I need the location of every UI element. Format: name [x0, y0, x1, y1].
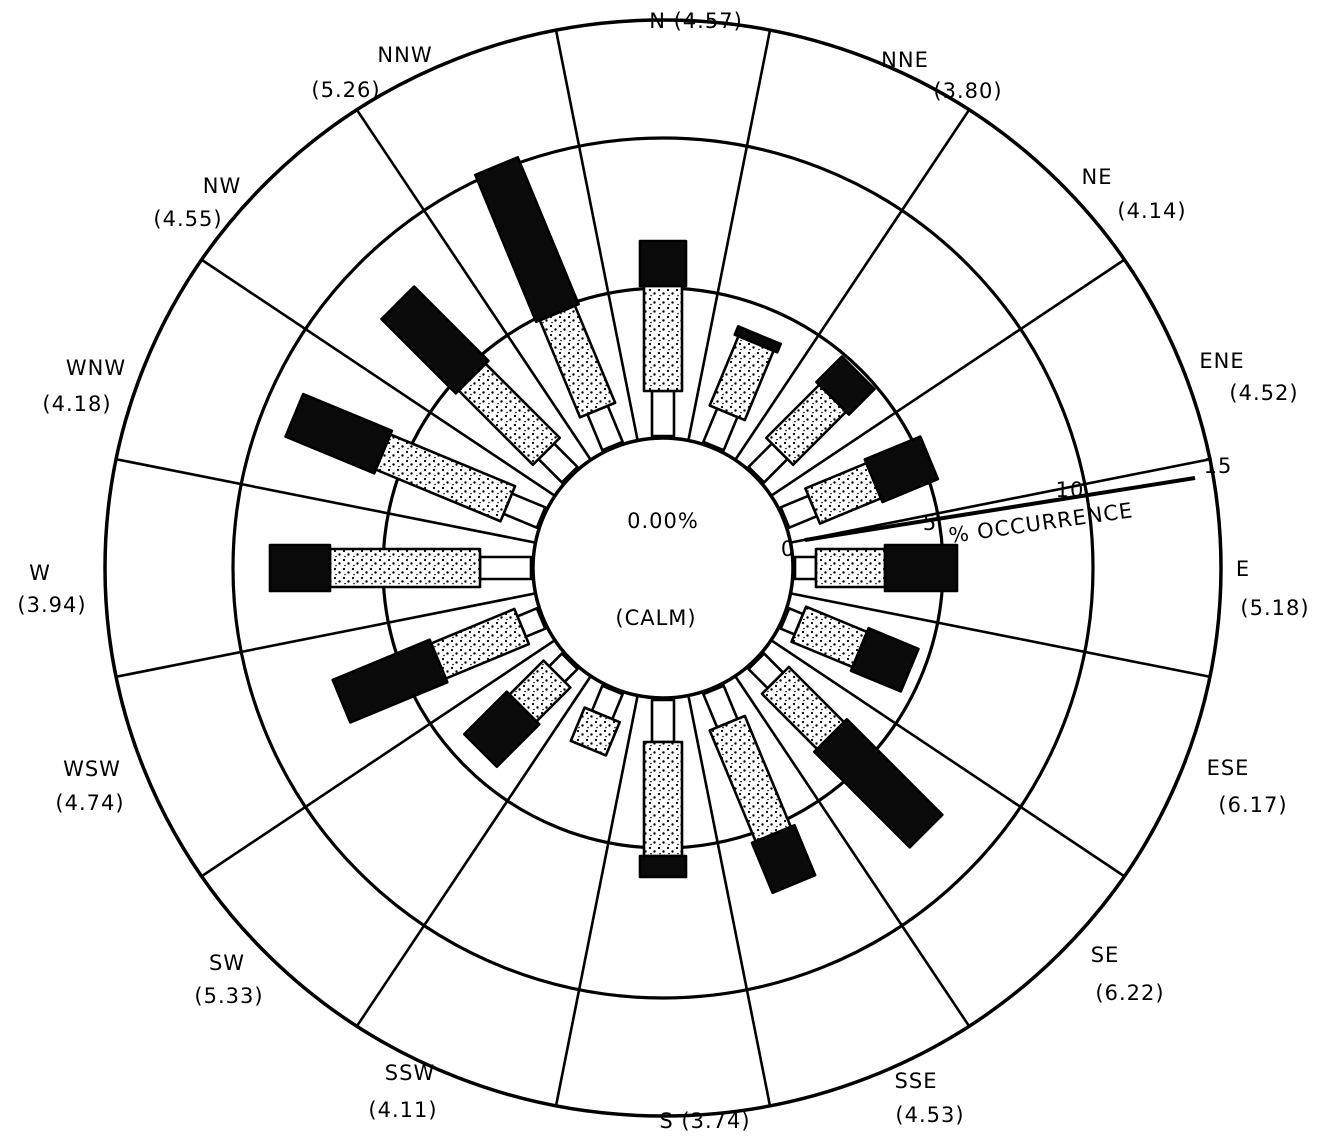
direction-label-s: S (3.74)	[659, 1109, 750, 1133]
bar-segment-low-w	[478, 555, 533, 581]
bar-segment-high-nne	[733, 325, 782, 354]
direction-label-se: SE	[1091, 943, 1120, 967]
mean-speed-label-ese: (6.17)	[1218, 793, 1287, 817]
sector-divider	[200, 258, 556, 497]
sector-divider	[770, 258, 1126, 497]
outer-boundary	[103, 18, 1223, 1118]
direction-label-nw: NW	[203, 174, 241, 198]
bar-segment-mid-n	[642, 284, 684, 393]
bar-segment-low-n	[650, 389, 676, 438]
mean-speed-label-e: (5.18)	[1240, 596, 1309, 620]
bar-segment-high-nw	[380, 285, 490, 395]
mean-speed-label-w: (3.94)	[17, 593, 86, 617]
sector-divider	[554, 29, 639, 441]
sector-divider	[734, 675, 971, 1027]
bar-segment-mid-ssw	[569, 706, 622, 757]
sector-divider	[115, 457, 536, 544]
direction-label-ssw: SSW	[385, 1061, 435, 1085]
bar-segment-mid-sse	[708, 714, 793, 843]
scale-tick-label: 0	[781, 537, 795, 561]
direction-label-e: E	[1236, 557, 1250, 581]
bar-segment-high-ese	[849, 626, 920, 693]
bar-segment-mid-s	[642, 740, 684, 858]
sector-dividers	[115, 29, 1211, 1107]
mean-speed-label-wnw: (4.18)	[42, 392, 111, 416]
sector-divider	[355, 675, 592, 1027]
mean-speed-label-ne: (4.14)	[1117, 199, 1186, 223]
bar-segment-mid-nw	[457, 362, 562, 467]
mean-speed-label-nw: (4.55)	[153, 207, 222, 231]
bar-segment-high-wnw	[284, 392, 394, 475]
sector-divider	[554, 695, 639, 1107]
direction-label-ene: ENE	[1199, 349, 1244, 373]
direction-label-sw: SW	[209, 951, 245, 975]
bar-segment-mid-e	[814, 547, 887, 589]
bar-segment-high-se	[813, 718, 944, 849]
bar-segment-mid-wnw	[374, 433, 517, 523]
scale-tick-label: 10	[1056, 478, 1085, 502]
mean-speed-label-sw: (5.33)	[194, 984, 263, 1008]
ring-10-percent	[231, 136, 1095, 1000]
calm-percent-label: 0.00%	[627, 509, 699, 533]
direction-label-wsw: WSW	[63, 757, 121, 781]
sector-divider	[790, 457, 1211, 544]
direction-label-w: W	[29, 561, 51, 585]
mean-speed-label-se: (6.22)	[1095, 981, 1164, 1005]
direction-labels: N (4.57) NNE(3.80) NE(4.14) ENE (4.52) E (5.18…	[17, 9, 1309, 1133]
bar-segment-high-wsw	[331, 638, 449, 724]
mean-speed-label-nnw: (5.26)	[311, 78, 380, 102]
bar-segment-high-w	[268, 543, 332, 593]
bar-segment-high-sse	[750, 823, 817, 895]
calm-circle	[531, 436, 795, 700]
bar-segment-high-s	[638, 854, 688, 879]
mean-speed-label-ene: (4.52)	[1229, 381, 1298, 405]
bar-segment-high-nnw	[473, 156, 580, 324]
mean-speed-label-ssw: (4.11)	[368, 1098, 437, 1122]
direction-label-ne: NE	[1082, 165, 1113, 189]
direction-label-sse: SSE	[895, 1069, 938, 1093]
direction-label-nne: NNE	[881, 48, 929, 72]
mean-speed-label-sse: (4.53)	[895, 1103, 964, 1127]
sector-divider	[770, 639, 1126, 878]
sector-divider	[687, 29, 772, 441]
speed-bars	[268, 156, 959, 895]
bar-segment-low-e	[793, 555, 818, 581]
scale-tick-label: 5	[923, 511, 937, 535]
bar-segment-low-s	[650, 698, 676, 744]
bar-segment-high-ne	[815, 355, 876, 416]
bar-segment-mid-w	[328, 547, 482, 589]
sector-divider	[734, 109, 971, 461]
sector-divider	[687, 695, 772, 1107]
direction-label-nnw: NNW	[377, 43, 432, 67]
bar-segment-high-ene	[863, 435, 940, 504]
bar-segment-high-e	[883, 543, 959, 593]
calm-labels: 0.00% (CALM)	[615, 509, 699, 630]
bar-segment-mid-nne	[708, 334, 775, 422]
sector-divider	[200, 639, 556, 878]
sector-divider	[355, 109, 592, 461]
bar-segment-high-n	[638, 239, 688, 288]
mean-speed-label-wsw: (4.74)	[55, 791, 124, 815]
direction-label-ese: ESE	[1207, 756, 1250, 780]
mean-speed-label-nne: (3.80)	[933, 79, 1002, 103]
sector-divider	[790, 592, 1211, 679]
direction-label-n: N (4.57)	[649, 9, 743, 33]
direction-label-wnw: WNW	[66, 356, 126, 380]
calm-text-label: (CALM)	[615, 606, 696, 630]
scale-axis-line	[804, 476, 1196, 542]
sector-divider	[115, 592, 536, 679]
calm-circle-group	[531, 436, 795, 700]
bar-segment-high-sw	[463, 690, 541, 768]
scale-tick-label: 15	[1204, 454, 1233, 478]
